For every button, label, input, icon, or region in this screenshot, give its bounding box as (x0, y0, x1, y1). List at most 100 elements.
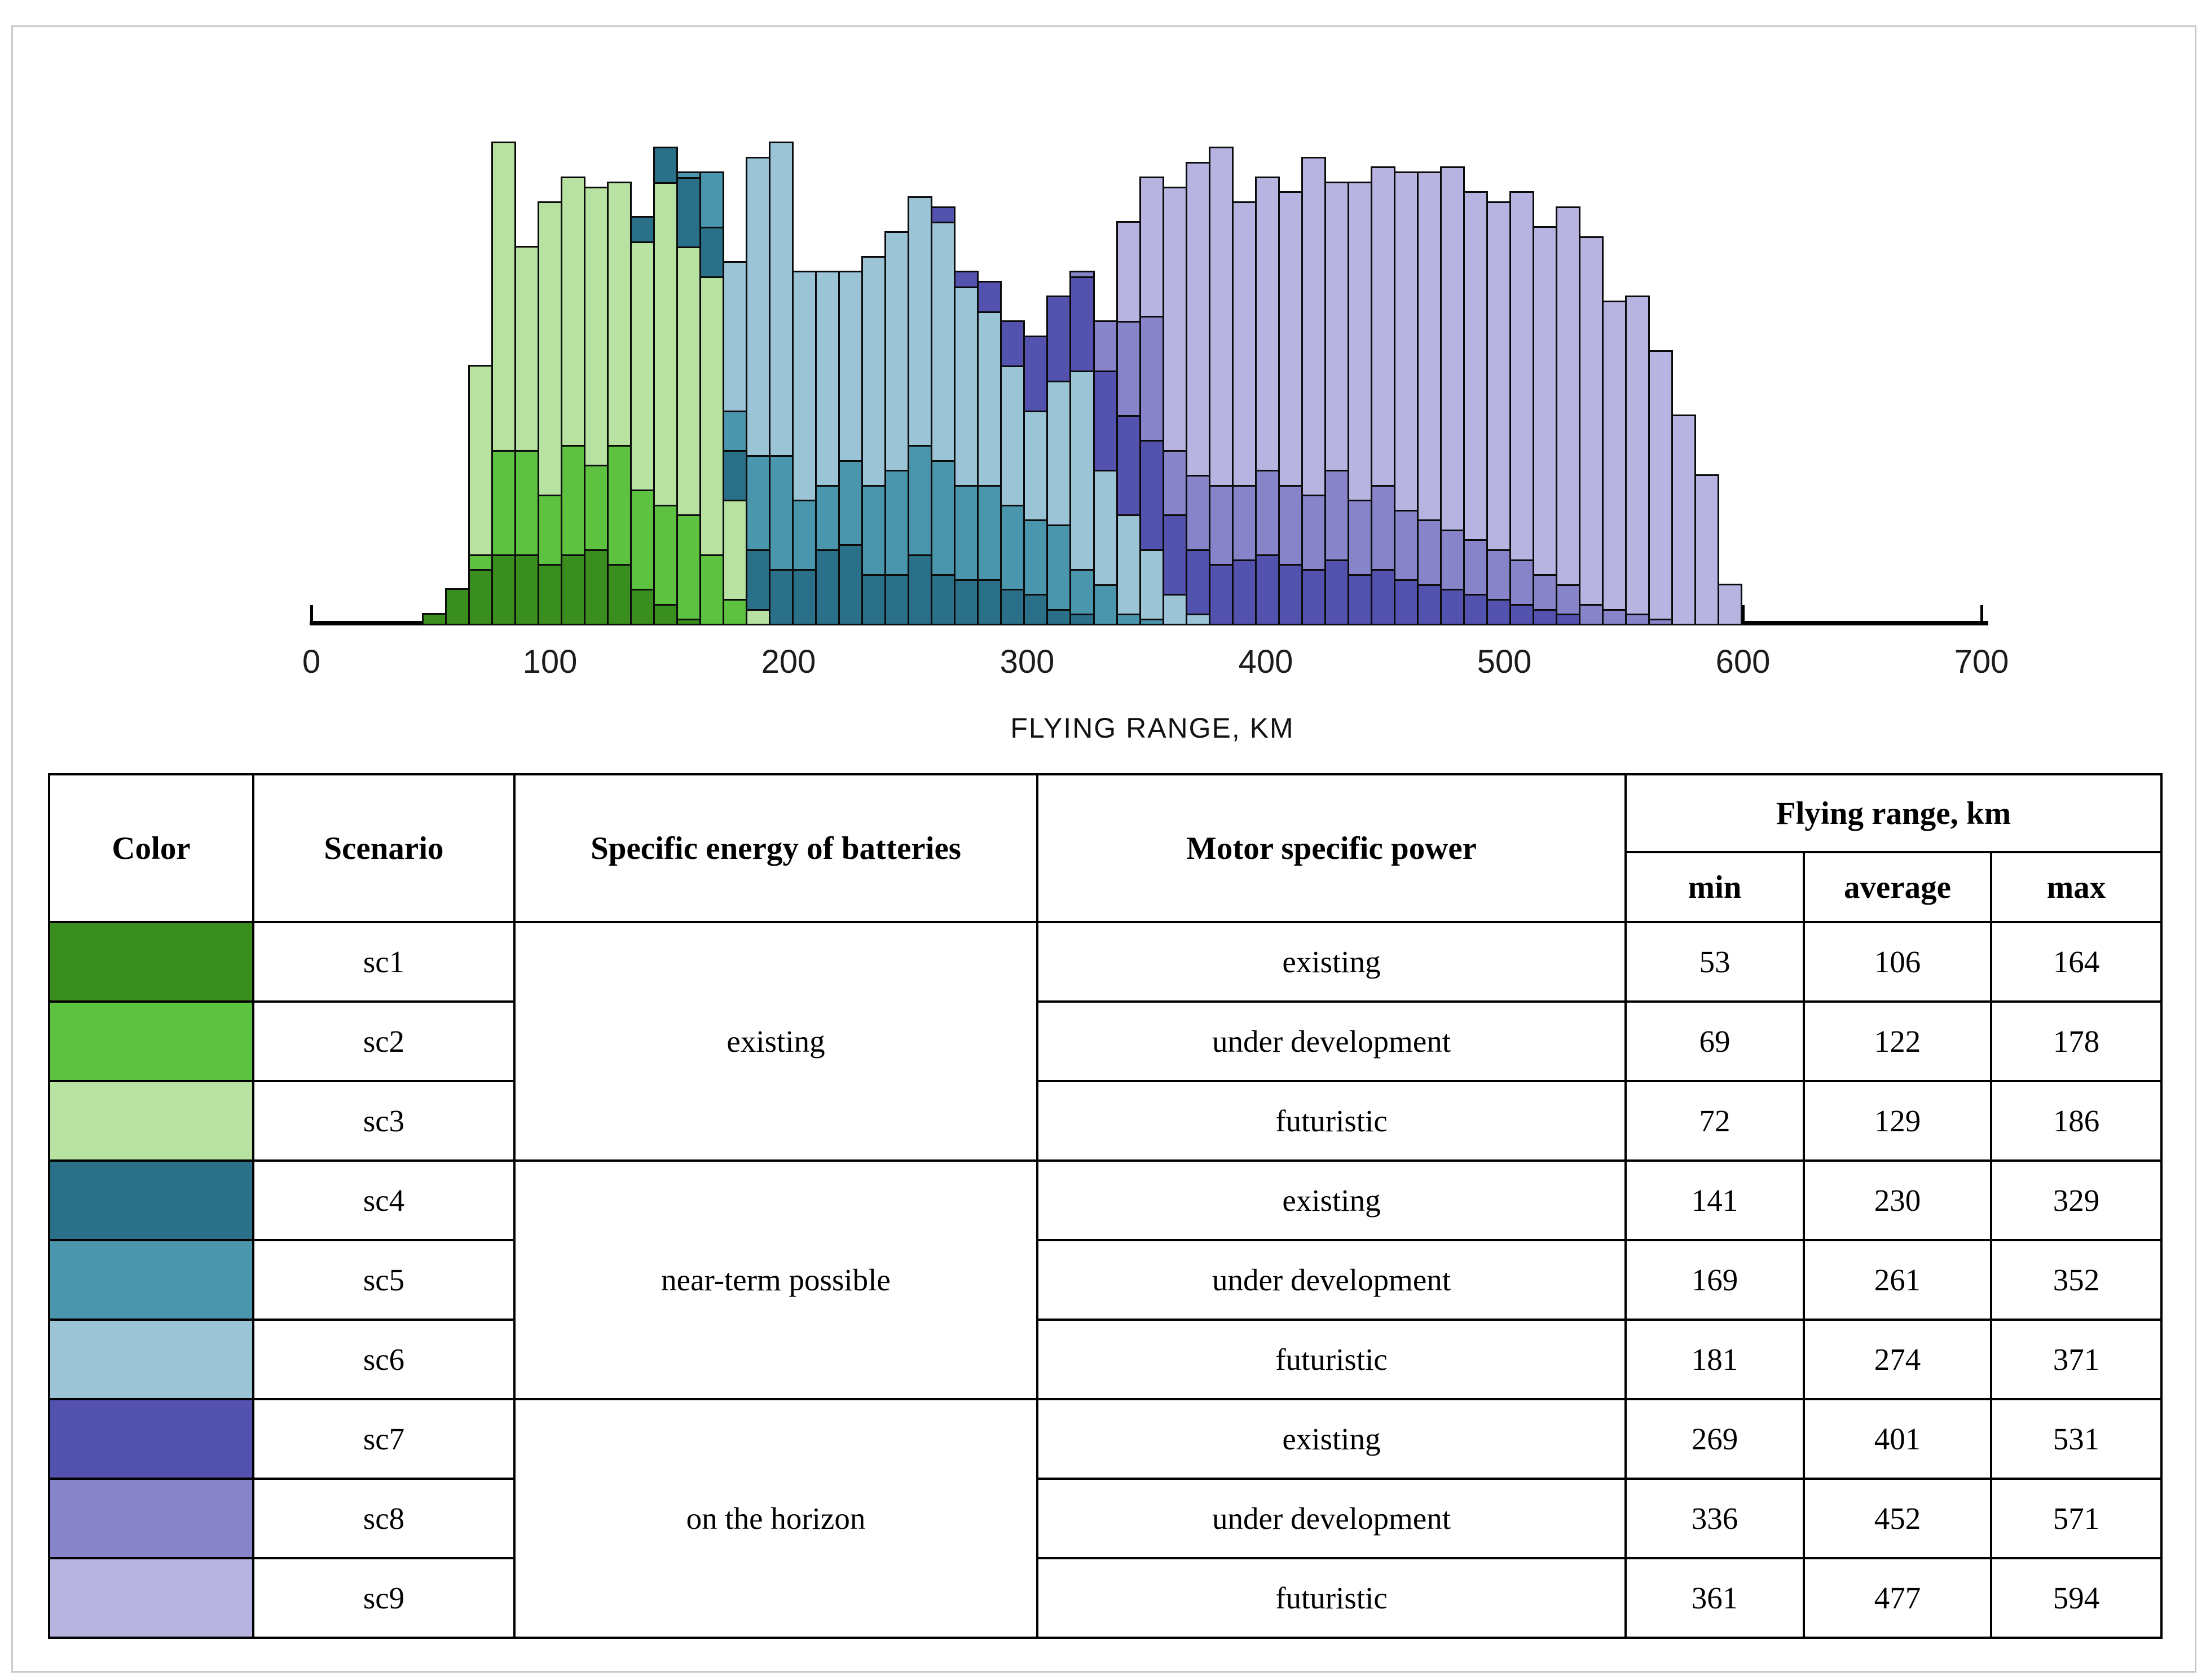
bar-segment-sc3 (629, 241, 655, 492)
max-cell-sc7: 531 (1990, 1398, 2163, 1480)
bar-segment-sc1 (444, 588, 470, 625)
bar-segment-sc9 (1324, 181, 1349, 472)
bar-segment-sc9 (1116, 221, 1141, 323)
bar-segment-sc5 (1046, 524, 1072, 611)
bar-segment-sc1 (583, 549, 609, 625)
bar-segment-sc6 (746, 156, 771, 457)
bar-segment-sc7 (1046, 296, 1072, 382)
header-min: min (1624, 851, 1805, 923)
bar-segment-sc8 (1370, 484, 1395, 571)
bar-segment-sc4 (908, 553, 933, 625)
bar-segment-sc5 (746, 454, 771, 551)
motor-cell-sc1: existing (1036, 921, 1627, 1003)
min-cell-sc6: 181 (1624, 1319, 1805, 1400)
bar-segment-sc5 (815, 484, 840, 551)
bar-segment-sc3 (699, 276, 724, 556)
min-cell-sc8: 336 (1624, 1478, 1805, 1559)
bar-segment-sc5 (1069, 568, 1095, 616)
bar-segment-sc6 (954, 285, 979, 487)
bar-segment-sc4 (977, 578, 1002, 625)
bar-segment-sc9 (1185, 161, 1210, 477)
bar-segment-sc7 (931, 206, 956, 224)
motor-cell-sc6: futuristic (1036, 1319, 1627, 1400)
min-cell-sc2: 69 (1624, 1000, 1805, 1082)
color-swatch-sc7 (48, 1398, 254, 1480)
table-row-sc8: sc8 under development 336 452 571 (48, 1478, 2163, 1559)
scenario-cell-sc1: sc1 (252, 921, 516, 1003)
bar-segment-sc9 (1718, 583, 1743, 625)
average-cell-sc8: 452 (1803, 1478, 1992, 1559)
bar-segment-sc7 (1370, 568, 1395, 625)
bar-segment-sc9 (1208, 147, 1234, 487)
bar-segment-sc6 (1139, 549, 1164, 621)
bar-segment-sc9 (1486, 201, 1512, 551)
bar-segment-sc7 (977, 280, 1002, 313)
bar-segment-sc5 (1000, 504, 1025, 591)
bar-segment-sc7 (1486, 598, 1512, 625)
bar-segment-sc8 (1301, 494, 1326, 571)
max-cell-sc5: 352 (1990, 1239, 2163, 1321)
bar-segment-sc9 (1579, 236, 1604, 606)
bar-segment-sc7 (1416, 583, 1442, 625)
bar-segment-sc1 (606, 563, 632, 625)
bar-segment-sc4 (861, 574, 887, 625)
bar-segment-sc5 (861, 484, 887, 576)
bar-segment-sc7 (1208, 563, 1234, 625)
bar-segment-sc9 (1347, 181, 1372, 501)
bar-segment-sc7 (954, 271, 979, 288)
bar-segment-sc4 (676, 177, 701, 249)
scenario-cell-sc8: sc8 (252, 1478, 516, 1559)
bar-segment-sc7 (1023, 335, 1049, 412)
min-cell-sc3: 72 (1624, 1080, 1805, 1162)
bar-segment-sc7 (1278, 563, 1303, 625)
bar-segment-sc4 (629, 216, 655, 244)
bar-segment-sc6 (1069, 370, 1095, 571)
header-average: average (1803, 851, 1992, 923)
bar-segment-sc3 (723, 499, 748, 601)
bar-segment-sc1 (560, 553, 585, 625)
bar-segment-sc2 (537, 494, 562, 566)
bar-segment-sc6 (1162, 593, 1187, 625)
bar-segment-sc6 (1116, 514, 1141, 616)
bar-segment-sc8 (1533, 574, 1558, 611)
scenario-cell-sc5: sc5 (252, 1239, 516, 1321)
bar-segment-sc3 (491, 142, 516, 452)
motor-cell-sc4: existing (1036, 1159, 1627, 1241)
color-swatch-sc4 (48, 1159, 254, 1241)
bar-segment-sc8 (1579, 603, 1604, 625)
max-cell-sc8: 571 (1990, 1478, 2163, 1559)
bar-segment-sc5 (1093, 583, 1118, 625)
bar-segment-sc5 (676, 171, 701, 179)
max-cell-sc3: 186 (1990, 1080, 2163, 1162)
motor-cell-sc5: under development (1036, 1239, 1627, 1321)
bar-segment-sc4 (699, 226, 724, 278)
table-row-sc7: sc7 on the horizon existing 269 401 531 (48, 1398, 2163, 1639)
bar-segment-sc2 (583, 464, 609, 551)
bar-segment-sc9 (1301, 156, 1326, 497)
bar-segment-sc5 (792, 499, 817, 571)
average-cell-sc9: 477 (1803, 1557, 1992, 1639)
min-cell-sc5: 169 (1624, 1239, 1805, 1321)
bar-segment-sc4 (769, 568, 794, 625)
bar-segment-sc1 (491, 553, 516, 625)
bar-segment-sc3 (653, 181, 678, 506)
bar-segment-sc4 (1046, 608, 1072, 625)
x-axis-tick-label-600: 600 (1715, 643, 1771, 680)
bar-segment-sc2 (676, 514, 701, 621)
color-swatch-sc2 (48, 1000, 254, 1082)
bar-segment-sc9 (1625, 296, 1650, 616)
bar-segment-sc8 (1116, 320, 1141, 417)
bar-segment-sc4 (653, 147, 678, 184)
bar-segment-sc6 (838, 271, 864, 462)
bar-segment-sc5 (908, 444, 933, 556)
x-axis-tick-label-500: 500 (1477, 643, 1532, 680)
bar-segment-sc5 (699, 171, 724, 228)
table-body: sc1 existing existing 53 106 164 sc2 under deve… (48, 921, 2163, 1639)
max-cell-sc9: 594 (1990, 1557, 2163, 1639)
bar-segment-sc6 (977, 310, 1002, 487)
header-color: Color (48, 773, 254, 923)
bar-segment-sc6 (1046, 380, 1072, 526)
bar-segment-sc3 (583, 186, 609, 467)
x-axis-tick-label-200: 200 (761, 643, 816, 680)
bar-segment-sc4 (838, 544, 864, 625)
